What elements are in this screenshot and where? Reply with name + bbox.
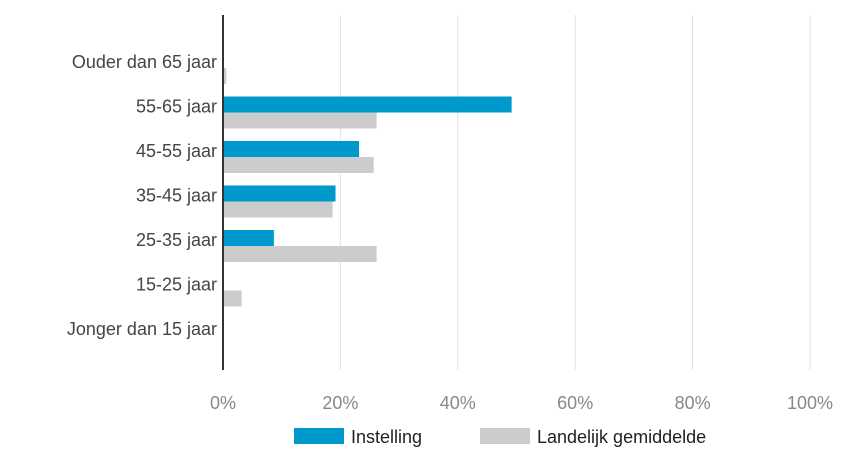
bar-landelijk: [224, 157, 374, 173]
category-label: 35-45 jaar: [136, 186, 217, 206]
bar-landelijk: [224, 68, 227, 84]
legend: Instelling Landelijk gemiddelde: [294, 427, 706, 447]
category-label: Jonger dan 15 jaar: [67, 319, 217, 339]
category-labels: Ouder dan 65 jaar 55-65 jaar 45-55 jaar 35-…: [67, 52, 217, 339]
category-label: 25-35 jaar: [136, 230, 217, 250]
bar-landelijk: [224, 112, 377, 129]
x-tick-labels: 0% 20% 40% 60% 80% 100%: [210, 393, 833, 413]
bar-instelling: [224, 185, 336, 202]
legend-swatch: [294, 428, 344, 444]
x-tick-label: 100%: [787, 393, 833, 413]
x-tick-label: 40%: [440, 393, 476, 413]
x-tick-label: 0%: [210, 393, 236, 413]
x-tick-label: 60%: [557, 393, 593, 413]
bar-instelling: [224, 230, 274, 246]
gridlines: [339, 15, 811, 370]
legend-label: Landelijk gemiddelde: [537, 427, 706, 447]
bar-landelijk: [224, 290, 242, 307]
category-label: 15-25 jaar: [136, 275, 217, 295]
category-label: Ouder dan 65 jaar: [72, 52, 217, 72]
legend-swatch: [480, 428, 530, 444]
category-label: 45-55 jaar: [136, 141, 217, 161]
bar-instelling: [224, 96, 512, 113]
x-tick-label: 20%: [322, 393, 358, 413]
x-tick-label: 80%: [675, 393, 711, 413]
category-label: 55-65 jaar: [136, 97, 217, 117]
bar-landelijk: [224, 201, 333, 218]
bar-landelijk: [224, 246, 377, 262]
bar-instelling: [224, 141, 360, 157]
legend-label: Instelling: [351, 427, 422, 447]
bars: [224, 68, 512, 307]
